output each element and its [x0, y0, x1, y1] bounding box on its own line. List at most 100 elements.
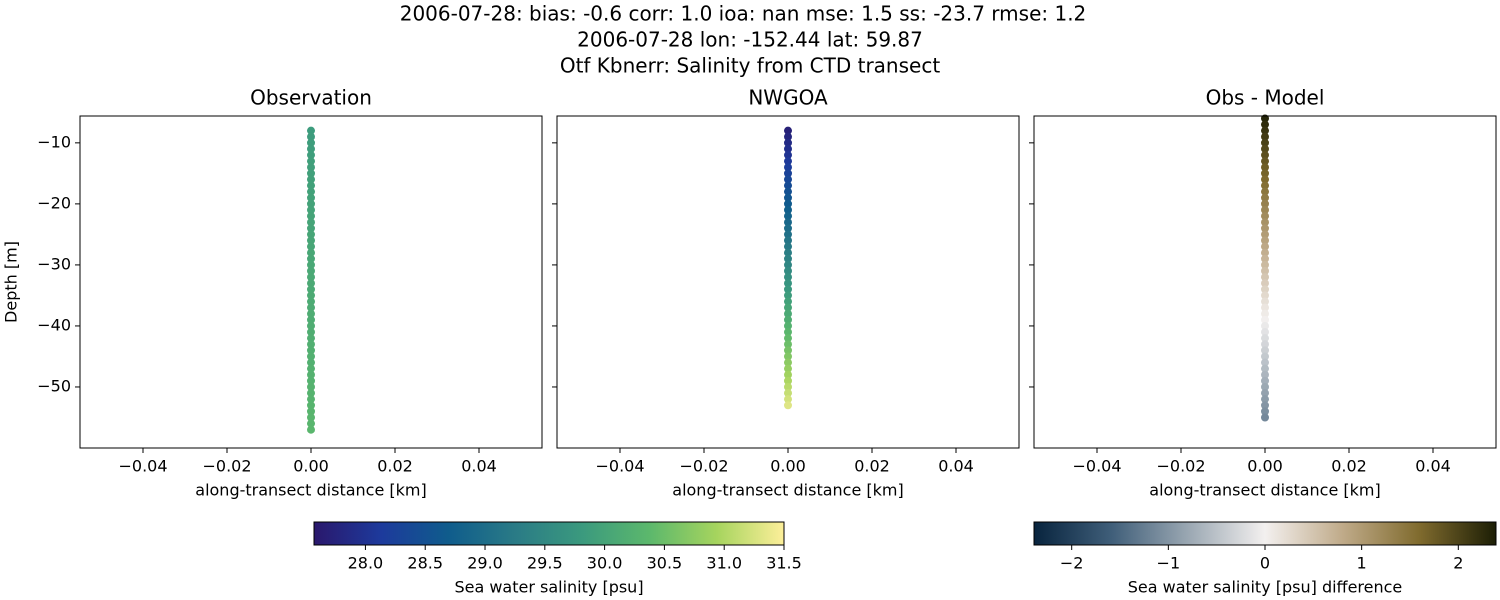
colorbar-tick-label: 29.5 [527, 554, 563, 573]
point [307, 175, 315, 184]
point [784, 254, 792, 263]
point [784, 248, 792, 257]
point [784, 285, 792, 294]
colorbar-tick-label: 2 [1453, 554, 1463, 573]
point [307, 157, 315, 166]
point [307, 291, 315, 300]
point [784, 212, 792, 221]
x-tick-label: −0.04 [1072, 457, 1121, 476]
point [1261, 260, 1269, 269]
point [1261, 248, 1269, 257]
point [784, 181, 792, 190]
point [1261, 279, 1269, 288]
point [1261, 352, 1269, 361]
colorbar-tick-label: 30.0 [587, 554, 623, 573]
point [1261, 309, 1269, 318]
plot-frame [1033, 115, 1497, 449]
point [1261, 303, 1269, 312]
point [1261, 181, 1269, 190]
point [784, 218, 792, 227]
point [784, 395, 792, 404]
point [307, 236, 315, 245]
point [1261, 175, 1269, 184]
title-line: 2006-07-28: bias: -0.6 corr: 1.0 ioa: na… [400, 2, 1087, 26]
point [784, 193, 792, 202]
point [307, 193, 315, 202]
point [307, 376, 315, 385]
point [1261, 144, 1269, 153]
point [307, 144, 315, 153]
x-tick-label: 0.02 [854, 457, 890, 476]
x-tick-label: 0.00 [293, 457, 329, 476]
point [1261, 321, 1269, 330]
y-tick-label: −50 [37, 376, 71, 395]
point [784, 144, 792, 153]
point [307, 364, 315, 373]
point [1261, 285, 1269, 294]
point [784, 346, 792, 355]
y-tick-label: −10 [37, 132, 71, 151]
point [307, 413, 315, 422]
point [307, 425, 315, 434]
point [1261, 157, 1269, 166]
point [307, 132, 315, 141]
point [307, 346, 315, 355]
colorbar-tick-label: 31.0 [706, 554, 742, 573]
point [307, 328, 315, 337]
point [1261, 254, 1269, 263]
point [307, 401, 315, 410]
point [307, 407, 315, 416]
point [784, 138, 792, 147]
point [1261, 291, 1269, 300]
point [307, 389, 315, 398]
y-tick-label: −40 [37, 315, 71, 334]
point [784, 279, 792, 288]
point [1261, 120, 1269, 129]
plot-frame [79, 115, 543, 449]
point [307, 297, 315, 306]
point [1261, 212, 1269, 221]
point [1261, 230, 1269, 239]
x-tick-label: −0.02 [1156, 457, 1205, 476]
point [1261, 224, 1269, 233]
point [307, 419, 315, 428]
point [1261, 334, 1269, 343]
x-tick-label: −0.04 [595, 457, 644, 476]
point [784, 242, 792, 251]
point [1261, 328, 1269, 337]
title-line: Otf Kbnerr: Salinity from CTD transect [560, 54, 941, 78]
colorbar-tick-label: 28.0 [348, 554, 384, 573]
point [1261, 273, 1269, 282]
point [784, 376, 792, 385]
point [307, 151, 315, 160]
point [784, 267, 792, 276]
panel-title: NWGOA [748, 86, 828, 110]
point [784, 340, 792, 349]
point [1261, 199, 1269, 208]
point [1261, 376, 1269, 385]
x-tick-label: 0.04 [938, 457, 974, 476]
point [307, 187, 315, 196]
point [1261, 389, 1269, 398]
point [784, 297, 792, 306]
point [307, 315, 315, 324]
point [307, 279, 315, 288]
point [307, 138, 315, 147]
point [307, 181, 315, 190]
plot-frame [556, 115, 1020, 449]
point [307, 352, 315, 361]
point [307, 303, 315, 312]
point [307, 205, 315, 214]
point [784, 389, 792, 398]
point [307, 285, 315, 294]
point [1261, 358, 1269, 367]
point [307, 126, 315, 135]
point [307, 254, 315, 263]
point [784, 175, 792, 184]
panel-title: Obs - Model [1206, 86, 1325, 110]
point [307, 199, 315, 208]
colorbar-tick-label: 1 [1357, 554, 1367, 573]
point [307, 242, 315, 251]
point [784, 224, 792, 233]
